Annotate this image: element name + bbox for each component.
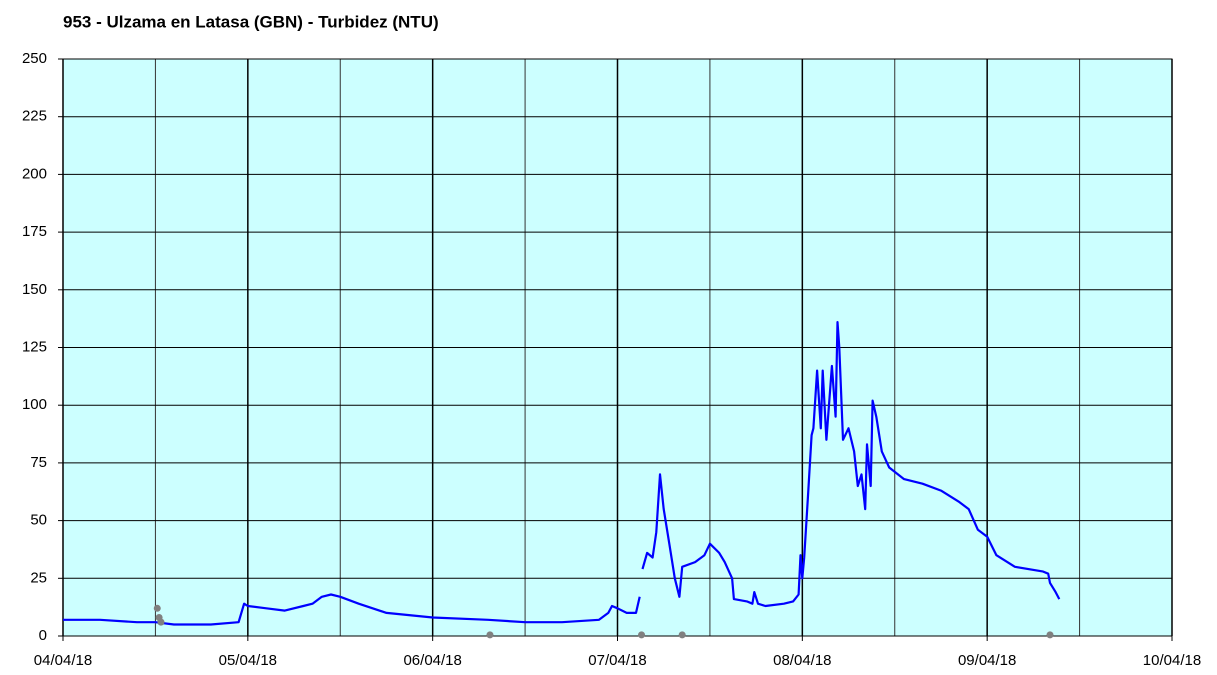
x-tick-label: 10/04/18	[1143, 652, 1201, 669]
data-point	[157, 618, 165, 626]
y-tick-label: 50	[30, 512, 47, 529]
x-tick-label: 04/04/18	[34, 652, 92, 669]
data-point	[1046, 631, 1054, 639]
y-tick-label: 225	[22, 108, 47, 125]
x-tick-label: 05/04/18	[219, 652, 277, 669]
x-tick-label: 06/04/18	[403, 652, 461, 669]
chart-title: 953 - Ulzama en Latasa (GBN) - Turbidez …	[63, 12, 439, 31]
y-tick-label: 200	[22, 165, 47, 182]
x-tick-label: 09/04/18	[958, 652, 1016, 669]
y-tick-label: 125	[22, 338, 47, 355]
data-point	[678, 631, 686, 639]
data-point	[638, 631, 646, 639]
plot-border	[62, 58, 1173, 637]
y-tick-label: 100	[22, 396, 47, 413]
x-tick-label: 08/04/18	[773, 652, 831, 669]
data-point	[153, 604, 161, 612]
y-tick-label: 250	[22, 50, 47, 67]
data-point	[486, 631, 494, 639]
y-tick-label: 0	[39, 627, 47, 644]
y-tick-label: 75	[30, 454, 47, 471]
x-tick-label: 07/04/18	[588, 652, 646, 669]
y-tick-label: 150	[22, 281, 47, 298]
y-tick-label: 25	[30, 569, 47, 586]
y-tick-label: 175	[22, 223, 47, 240]
data-line	[63, 321, 1061, 626]
